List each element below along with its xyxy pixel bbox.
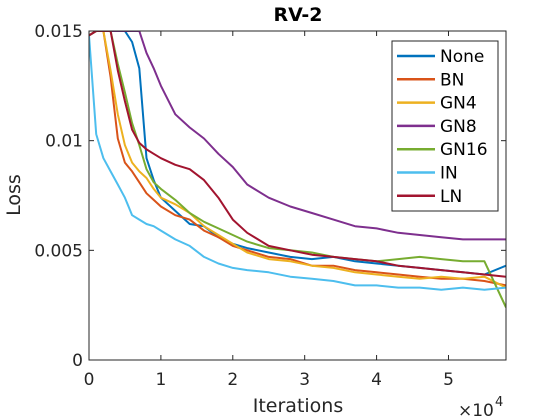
- legend-label-ln: LN: [440, 187, 462, 207]
- series-line-bn: [89, 31, 506, 287]
- legend-label-bn: BN: [440, 70, 464, 90]
- y-axis-label: Loss: [3, 174, 25, 216]
- plot-area: 0 1 2 3 4 5 0 0.005 0.01 0.015: [34, 22, 507, 390]
- x-tick-label: 4: [371, 370, 382, 390]
- y-tick-label: 0.015: [34, 22, 83, 42]
- x-tick-label: 5: [443, 370, 454, 390]
- x-multiplier-exponent: 4: [495, 395, 503, 410]
- x-tick-label: 1: [155, 370, 166, 390]
- series-layer: [89, 31, 506, 308]
- x-tick-label: 0: [84, 370, 95, 390]
- legend-label-in: IN: [440, 164, 458, 184]
- axes-box: [88, 30, 507, 361]
- chart-title: RV-2: [273, 4, 322, 26]
- legend-label-none: None: [440, 47, 484, 67]
- x-tick-label: 2: [227, 370, 238, 390]
- x-axis-label: Iterations: [253, 395, 344, 417]
- series-line-gn4: [89, 31, 506, 289]
- legend-label-gn8: GN8: [440, 117, 477, 137]
- x-multiplier-base: ×10: [458, 401, 494, 420]
- y-tick-label: 0: [72, 351, 83, 371]
- legend: None BN GN4 GN8 GN16 IN LN: [391, 40, 499, 212]
- legend-label-gn16: GN16: [440, 140, 488, 160]
- series-line-in: [89, 35, 506, 291]
- y-tick-label: 0.005: [34, 241, 83, 261]
- series-line-gn8: [89, 31, 506, 241]
- x-axis-multiplier: ×10 4: [458, 395, 503, 420]
- x-axis-ticks: 0 1 2 3 4 5: [84, 31, 454, 390]
- y-tick-label: 0.01: [45, 132, 83, 152]
- series-line-gn16: [89, 31, 506, 308]
- y-axis-ticks: 0 0.005 0.01 0.015: [34, 22, 506, 371]
- series-line-ln: [89, 31, 506, 278]
- legend-label-gn4: GN4: [440, 94, 477, 114]
- x-tick-label: 3: [299, 370, 310, 390]
